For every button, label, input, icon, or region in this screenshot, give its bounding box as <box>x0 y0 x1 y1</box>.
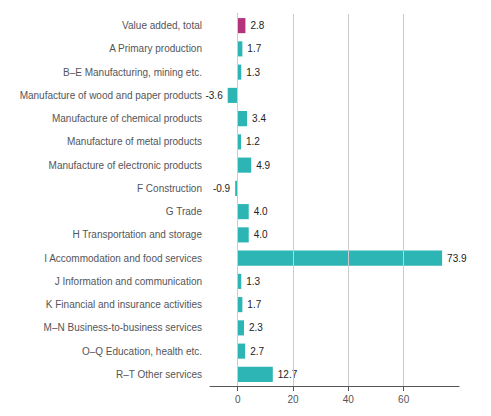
svg-text:-0.9: -0.9 <box>213 183 231 194</box>
svg-text:Manufacture of electronic prod: Manufacture of electronic products <box>49 160 202 171</box>
svg-text:1.3: 1.3 <box>246 67 260 78</box>
svg-text:O–Q Education, health etc.: O–Q Education, health etc. <box>82 346 202 357</box>
svg-text:12.7: 12.7 <box>278 369 298 380</box>
svg-text:I Accommodation and food servi: I Accommodation and food services <box>44 253 202 264</box>
svg-text:Value added, total: Value added, total <box>122 20 202 31</box>
svg-text:Manufacture of metal products: Manufacture of metal products <box>67 136 202 147</box>
svg-text:M–N Business-to-business servi: M–N Business-to-business services <box>44 322 202 333</box>
svg-text:1.2: 1.2 <box>246 136 260 147</box>
svg-text:2.3: 2.3 <box>249 322 263 333</box>
svg-text:B–E Manufacturing, mining etc.: B–E Manufacturing, mining etc. <box>63 67 202 78</box>
svg-text:J Information and communicatio: J Information and communication <box>55 276 202 287</box>
svg-text:40: 40 <box>343 394 355 405</box>
svg-text:60: 60 <box>398 394 410 405</box>
svg-text:1.3: 1.3 <box>246 276 260 287</box>
svg-text:Manufacture of chemical produc: Manufacture of chemical products <box>52 113 202 124</box>
svg-text:20: 20 <box>287 394 299 405</box>
svg-text:3.4: 3.4 <box>252 113 266 124</box>
svg-text:R–T Other services: R–T Other services <box>116 369 202 380</box>
svg-text:4.9: 4.9 <box>256 160 270 171</box>
svg-text:G Trade: G Trade <box>166 206 203 217</box>
svg-text:F Construction: F Construction <box>137 183 202 194</box>
svg-text:1.7: 1.7 <box>247 299 261 310</box>
svg-text:A Primary production: A Primary production <box>109 43 202 54</box>
svg-text:1.7: 1.7 <box>247 43 261 54</box>
svg-text:H Transportation and storage: H Transportation and storage <box>72 229 202 240</box>
svg-text:2.7: 2.7 <box>250 346 264 357</box>
svg-text:0: 0 <box>235 394 241 405</box>
svg-text:2.8: 2.8 <box>250 20 264 31</box>
svg-text:Manufacture of wood and paper: Manufacture of wood and paper products <box>20 90 202 101</box>
svg-text:73.9: 73.9 <box>447 253 467 264</box>
svg-text:K Financial and insurance acti: K Financial and insurance activities <box>46 299 202 310</box>
svg-text:-3.6: -3.6 <box>205 90 223 101</box>
svg-text:4.0: 4.0 <box>254 229 268 240</box>
svg-text:4.0: 4.0 <box>254 206 268 217</box>
